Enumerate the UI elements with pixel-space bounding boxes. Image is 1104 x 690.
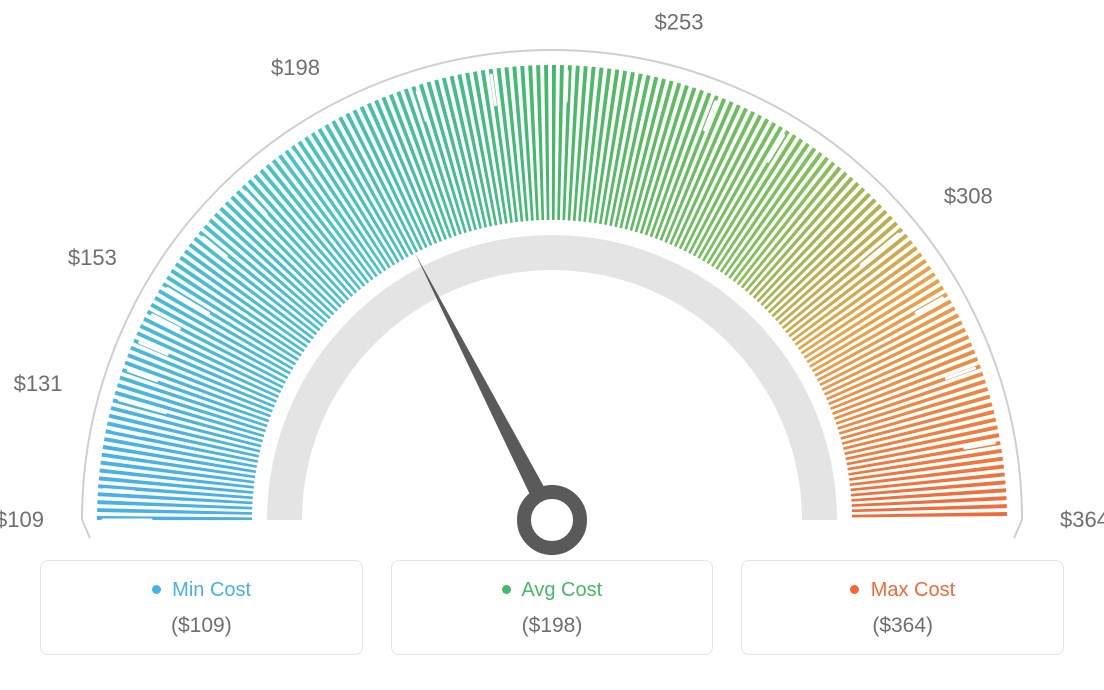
- cost-gauge: $109 $131 $153 $198 $253 $308 $364: [0, 0, 1104, 560]
- legend-label-max: Max Cost: [871, 579, 955, 601]
- svg-text:$364: $364: [1060, 507, 1104, 532]
- svg-text:$198: $198: [271, 55, 320, 80]
- svg-text:$153: $153: [68, 245, 117, 270]
- legend-title-avg: Avg Cost: [402, 579, 703, 602]
- legend-row: Min Cost ($109) Avg Cost ($198) Max Cost…: [0, 560, 1104, 655]
- legend-label-min: Min Cost: [172, 579, 251, 601]
- svg-text:$253: $253: [655, 9, 704, 34]
- legend-value-avg: ($198): [402, 614, 703, 638]
- gauge-svg: $109 $131 $153 $198 $253 $308 $364: [0, 0, 1104, 560]
- legend-card-max: Max Cost ($364): [741, 560, 1064, 655]
- dot-icon: [152, 585, 161, 594]
- legend-value-max: ($364): [752, 614, 1053, 638]
- dot-icon: [850, 585, 859, 594]
- legend-label-avg: Avg Cost: [521, 579, 602, 601]
- svg-text:$109: $109: [0, 507, 44, 532]
- legend-title-max: Max Cost: [752, 579, 1053, 602]
- svg-text:$131: $131: [14, 371, 63, 396]
- legend-title-min: Min Cost: [51, 579, 352, 602]
- legend-card-avg: Avg Cost ($198): [391, 560, 714, 655]
- dot-icon: [502, 585, 511, 594]
- legend-card-min: Min Cost ($109): [40, 560, 363, 655]
- legend-value-min: ($109): [51, 614, 352, 638]
- svg-text:$308: $308: [944, 184, 993, 209]
